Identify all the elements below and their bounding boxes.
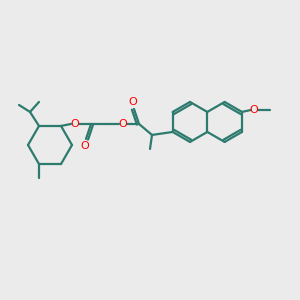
Text: O: O <box>118 119 127 129</box>
Text: O: O <box>250 105 258 115</box>
Text: O: O <box>70 119 80 129</box>
Text: O: O <box>129 97 137 107</box>
Text: O: O <box>81 141 89 151</box>
